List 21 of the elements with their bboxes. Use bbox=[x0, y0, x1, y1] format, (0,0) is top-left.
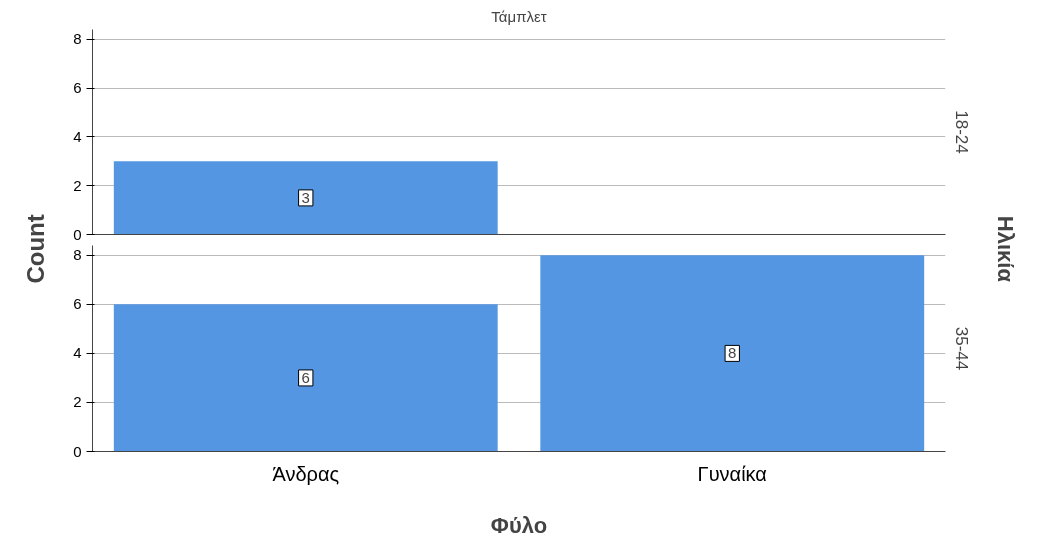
y-tick-label: 8 bbox=[73, 30, 82, 48]
chart-title: Τάμπλετ bbox=[491, 7, 547, 25]
data-label: 6 bbox=[301, 368, 310, 386]
y-tick-label: 0 bbox=[73, 442, 82, 460]
y-tick-label: 6 bbox=[73, 79, 82, 97]
y-tick-label: 8 bbox=[73, 246, 82, 264]
y-tick-label: 0 bbox=[73, 225, 82, 243]
y-axis-title: Count bbox=[22, 214, 49, 284]
y2-axis-title: 35-44 bbox=[951, 326, 971, 371]
data-label: 8 bbox=[728, 344, 737, 362]
y-tick-label: 6 bbox=[73, 295, 82, 313]
y-tick-label: 4 bbox=[73, 344, 82, 362]
y-tick-label: 2 bbox=[73, 393, 82, 411]
data-label: 3 bbox=[301, 188, 310, 206]
y-tick-label: 2 bbox=[73, 176, 82, 194]
text: Ηλικία bbox=[993, 215, 1018, 283]
y-tick-label: 4 bbox=[73, 127, 82, 145]
x-tick-label: Άνδρας bbox=[272, 462, 340, 485]
y2-axis-title: 18-24 bbox=[951, 110, 971, 154]
x-axis-title: Φύλο bbox=[490, 512, 548, 538]
x-tick-label: Γυναίκα bbox=[697, 462, 767, 485]
